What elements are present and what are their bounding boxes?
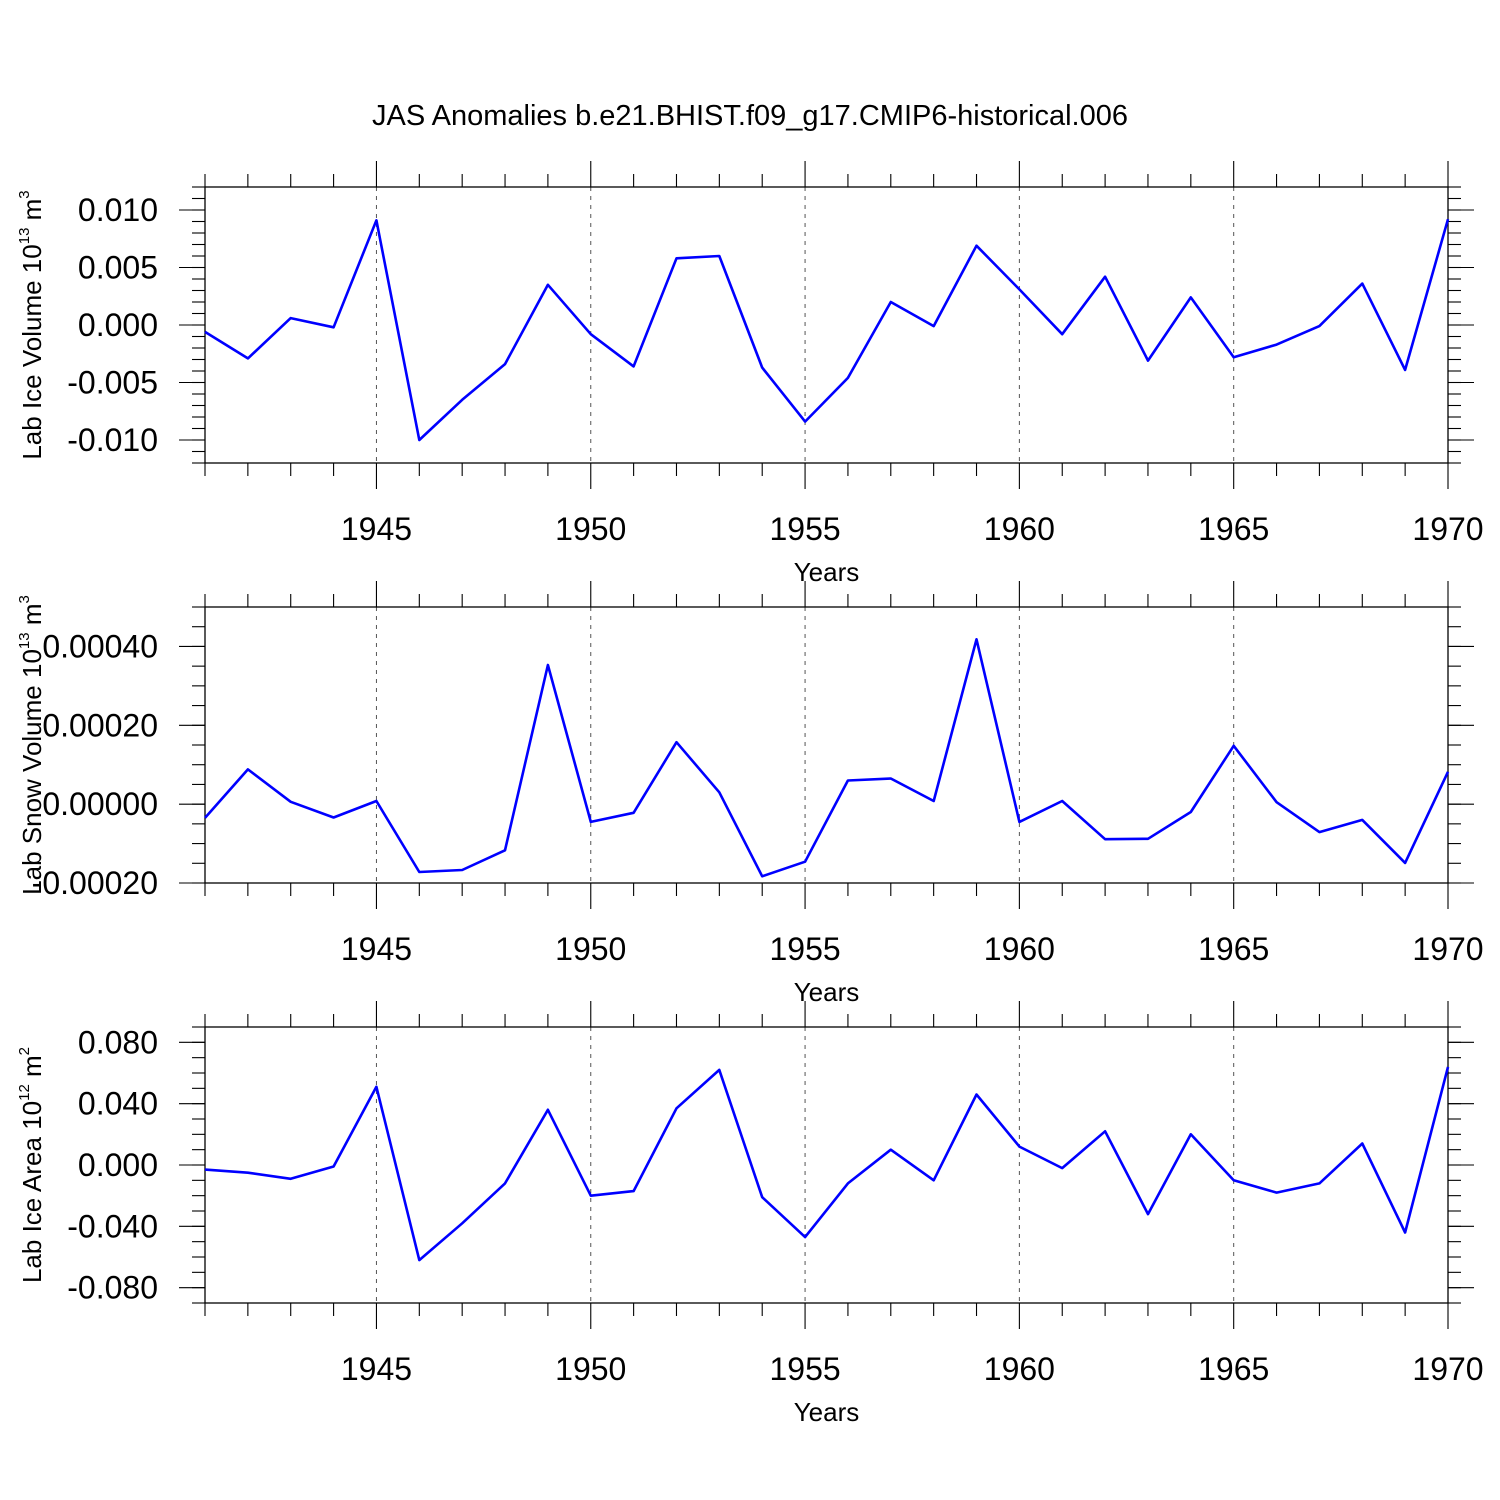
x-tick-label: 1965	[1198, 931, 1269, 967]
x-tick-label: 1955	[769, 511, 840, 547]
x-tick-label: 1945	[341, 1351, 412, 1387]
y-axis-label: Lab Snow Volume 1013 m3	[16, 595, 47, 895]
y-axis-label: Lab Ice Volume 1013 m3	[16, 190, 47, 459]
y-tick-label: -0.040	[67, 1208, 158, 1244]
x-tick-label: 1960	[984, 511, 1055, 547]
y-tick-label: 0.010	[78, 192, 158, 228]
x-axis-label: Years	[794, 977, 860, 1007]
y-tick-label: -0.080	[67, 1270, 158, 1306]
panels: 1945 1950 1955 1960 1965 1970 -0.010 -0.005 0.00…	[16, 161, 1484, 1427]
x-tick-label: 1955	[769, 931, 840, 967]
x-tick-label: 1960	[984, 931, 1055, 967]
x-axis-label: Years	[794, 557, 860, 587]
figure-title: JAS Anomalies b.e21.BHIST.f09_g17.CMIP6-…	[372, 100, 1128, 132]
y-tick-label: -0.005	[67, 365, 158, 401]
y-tick-label: 0.000	[78, 1147, 158, 1183]
x-axis-label: Years	[794, 1397, 860, 1427]
panel-3: 1945 1950 1955 1960 1965 1970 -0.080 -0.040 0.00…	[16, 1001, 1484, 1427]
x-tick-label: 1970	[1412, 1351, 1483, 1387]
y-tick-label: 0.00020	[42, 707, 158, 743]
y-tick-label: 0.000	[78, 307, 158, 343]
x-tick-label: 1965	[1198, 1351, 1269, 1387]
y-axis-label: Lab Ice Area 1012 m2	[16, 1047, 47, 1283]
x-tick-label: 1950	[555, 511, 626, 547]
y-tick-label: 0.00000	[42, 786, 158, 822]
x-tick-label: 1955	[769, 1351, 840, 1387]
x-tick-label: 1960	[984, 1351, 1055, 1387]
y-tick-label: 0.080	[78, 1024, 158, 1060]
x-tick-label: 1970	[1412, 511, 1483, 547]
series-line	[204, 218, 1450, 442]
y-tick-label: -0.010	[67, 422, 158, 458]
y-tick-label: 0.005	[78, 250, 158, 286]
panel-1: 1945 1950 1955 1960 1965 1970 -0.010 -0.005 0.00…	[16, 161, 1484, 587]
x-tick-label: 1950	[555, 1351, 626, 1387]
y-tick-label: 0.040	[78, 1086, 158, 1122]
x-tick-label: 1945	[341, 931, 412, 967]
x-tick-label: 1945	[341, 511, 412, 547]
series-line	[204, 1066, 1450, 1262]
y-tick-label: -0.00020	[32, 865, 158, 901]
x-tick-label: 1970	[1412, 931, 1483, 967]
x-tick-label: 1950	[555, 931, 626, 967]
series-line	[204, 637, 1450, 878]
panel-2: 1945 1950 1955 1960 1965 1970 -0.00020 0.00000 0…	[16, 581, 1484, 1007]
y-tick-label: 0.00040	[42, 628, 158, 664]
x-tick-label: 1965	[1198, 511, 1269, 547]
